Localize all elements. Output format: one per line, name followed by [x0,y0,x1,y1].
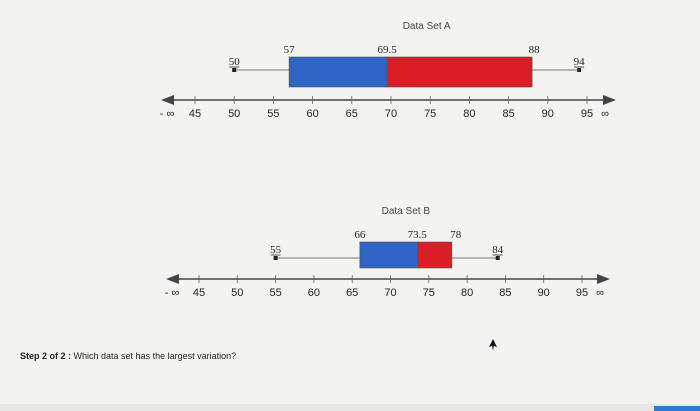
tick-label: 65 [346,287,358,299]
value-label-q1: 57 [284,44,296,56]
plot-title: Data Set A [403,21,451,32]
tick-label: 55 [269,287,281,299]
step-label: Step 2 of 2 : [20,351,72,361]
arrow-left-icon [166,274,179,284]
box-plot-b: Data Set B 55 66 73.5 78 84 45 50 55 60 65 70 75 80 85… [165,206,610,299]
tick-label: 65 [346,108,358,120]
box-lower-half [359,241,418,269]
tick-label: 90 [538,287,550,299]
value-label-min: 55 [270,244,282,256]
mouse-cursor-icon [488,338,498,356]
plot-title: Data Set B [382,206,431,217]
question-text: Which data set has the largest variation… [73,351,237,361]
tick-label: 60 [308,287,320,299]
tick-label: 80 [461,287,473,299]
tick-label: 90 [542,108,554,120]
box-plot-a: Data Set A 50 57 69.5 88 94 45 50 55 60 65 70 75 80 85… [160,21,616,120]
tick-label: 70 [384,287,396,299]
max-marker [495,256,500,260]
tick-label: 45 [189,108,201,120]
tick-label: 85 [499,287,511,299]
tick-label: 50 [228,108,240,120]
tick-label: 95 [581,108,593,120]
value-label-median: 69.5 [377,44,397,56]
max-marker [577,68,582,72]
tick-label: 60 [306,108,318,120]
tick-label: 45 [193,287,205,299]
neg-infinity-label: - ∞ [160,108,175,120]
question-line: Step 2 of 2 : Which data set has the lar… [20,351,236,361]
value-label-median: 73.5 [408,229,428,241]
box-upper-half [386,56,533,88]
tick-label: 75 [423,287,435,299]
arrow-right-icon [603,95,616,105]
value-label-q3: 88 [529,44,541,56]
min-marker [273,256,278,260]
pos-infinity-label: ∞ [596,287,604,299]
tick-label: 50 [231,287,243,299]
value-label-q1: 66 [354,229,366,241]
box-upper-half [417,241,453,269]
pos-infinity-label: ∞ [601,108,609,120]
tick-label: 95 [576,287,588,299]
bottom-bar [0,404,700,411]
bottom-accent-bar [654,406,700,411]
min-marker [232,68,237,72]
value-label-max: 94 [574,56,586,68]
value-label-max: 84 [492,244,504,256]
arrow-left-icon [161,95,174,105]
tick-label: 55 [267,108,279,120]
value-label-q3: 78 [450,229,462,241]
arrow-right-icon [597,274,610,284]
tick-label: 75 [424,108,436,120]
tick-label: 80 [463,108,475,120]
box-lower-half [288,56,388,88]
tick-label: 70 [385,108,397,120]
tick-label: 85 [502,108,514,120]
neg-infinity-label: - ∞ [165,287,180,299]
value-label-min: 50 [229,56,241,68]
